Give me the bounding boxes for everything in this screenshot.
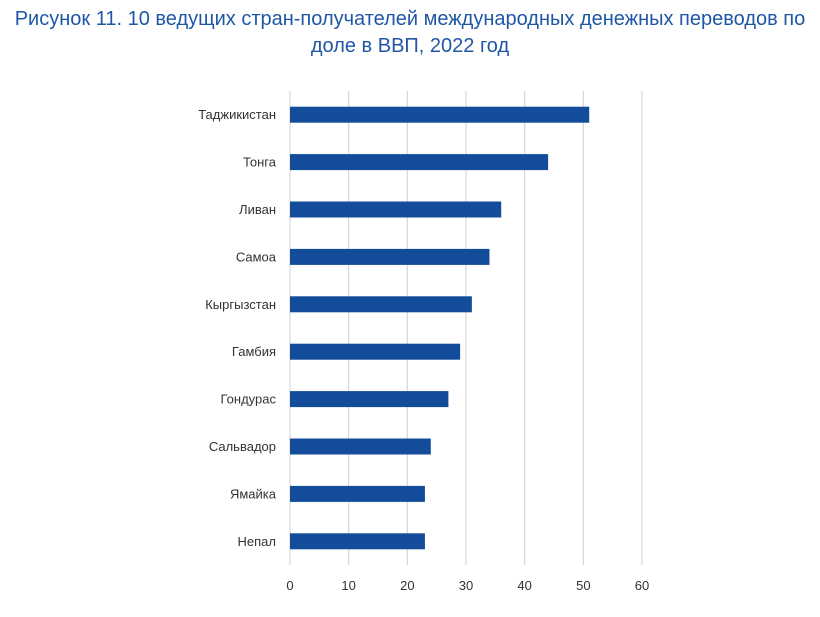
chart-title: Рисунок 11. 10 ведущих стран-получателей…	[0, 6, 820, 60]
x-tick-label-40: 40	[517, 578, 531, 593]
bar-4	[290, 248, 490, 265]
bar-9	[290, 485, 425, 502]
bar-8	[290, 438, 431, 455]
x-tick-label-10: 10	[341, 578, 355, 593]
category-label-9: Ямайка	[230, 486, 277, 501]
x-axis-ticks: 0 10 20 30 40 50 60	[286, 578, 649, 593]
bar-7	[290, 391, 449, 408]
x-tick-label-30: 30	[459, 578, 473, 593]
category-label-8: Сальвадор	[209, 439, 276, 454]
category-label-3: Ливан	[239, 202, 276, 217]
bar-2	[290, 154, 549, 171]
x-tick-label-50: 50	[576, 578, 590, 593]
category-label-7: Гондурас	[221, 392, 277, 407]
bar-1	[290, 106, 590, 123]
bar-3	[290, 201, 502, 218]
category-label-2: Тонга	[243, 155, 277, 170]
category-label-1: Таджикистан	[198, 107, 276, 122]
chart-title-line-1: Рисунок 11. 10 ведущих стран-получателей…	[14, 8, 806, 30]
bars	[290, 106, 590, 550]
category-label-10: Непал	[238, 534, 276, 549]
bar-5	[290, 296, 472, 313]
x-tick-label-20: 20	[400, 578, 414, 593]
bar-10	[290, 533, 425, 550]
x-tick-label-0: 0	[286, 578, 293, 593]
category-label-4: Самоа	[236, 249, 277, 264]
category-label-6: Гамбия	[232, 344, 276, 359]
chart-title-line-2: доле в ВВП, 2022 год	[310, 35, 510, 57]
category-label-5: Кыргызстан	[205, 297, 276, 312]
x-tick-label-60: 60	[635, 578, 649, 593]
bar-6	[290, 343, 461, 360]
category-labels: Таджикистан Тонга Ливан Самоа Кыргызстан Гамб…	[198, 107, 277, 549]
